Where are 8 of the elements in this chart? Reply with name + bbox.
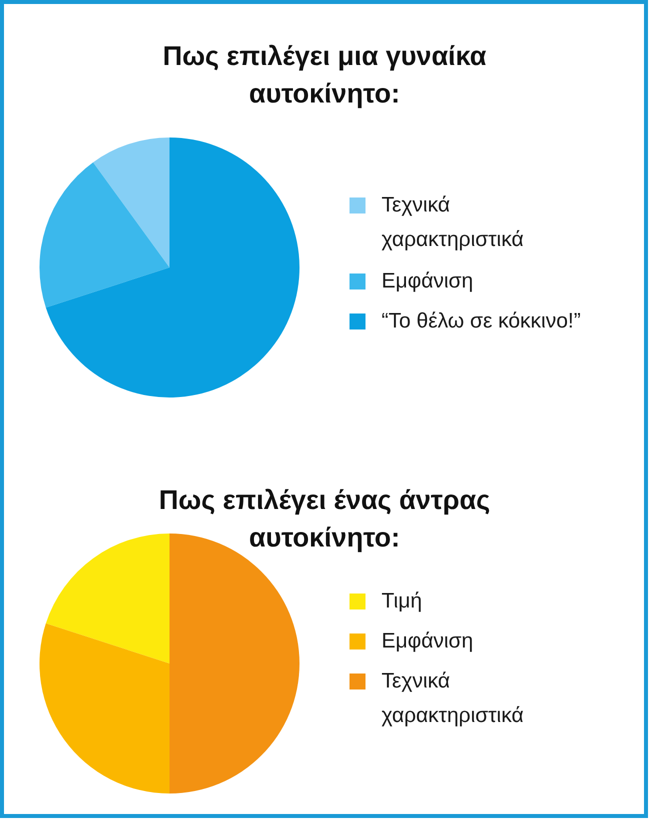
legend-label: “Το θέλω σε κόκκινο!” [382, 310, 581, 332]
legend-label: Τεχνικά χαρακτηριστικά [382, 194, 524, 251]
legend-label: Τιμή [382, 590, 422, 612]
legend-label: Εμφάνιση [382, 630, 474, 652]
legend-label: Τεχνικά χαρακτηριστικά [382, 670, 524, 727]
chart-title: Πως επιλέγει ένας άντρας αυτοκίνητο: [158, 484, 490, 552]
legend-label: Εμφάνιση [382, 270, 474, 292]
chart-title: Πως επιλέγει μια γυναίκα αυτοκίνητο: [162, 40, 487, 108]
